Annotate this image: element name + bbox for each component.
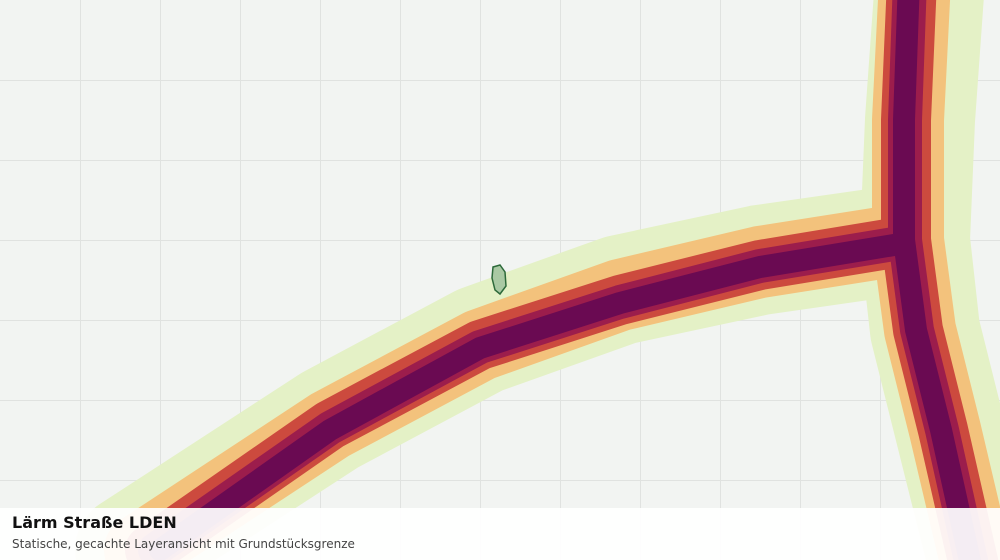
parcel-boundary — [491, 264, 507, 296]
info-panel: Lärm Straße LDEN Statische, gecachte Lay… — [0, 508, 1000, 560]
layer-subtitle: Statische, gecachte Layeransicht mit Gru… — [12, 537, 355, 551]
layer-title: Lärm Straße LDEN — [12, 513, 177, 532]
noise-layer — [75, 0, 1000, 560]
noise-band-extreme — [149, 0, 982, 560]
